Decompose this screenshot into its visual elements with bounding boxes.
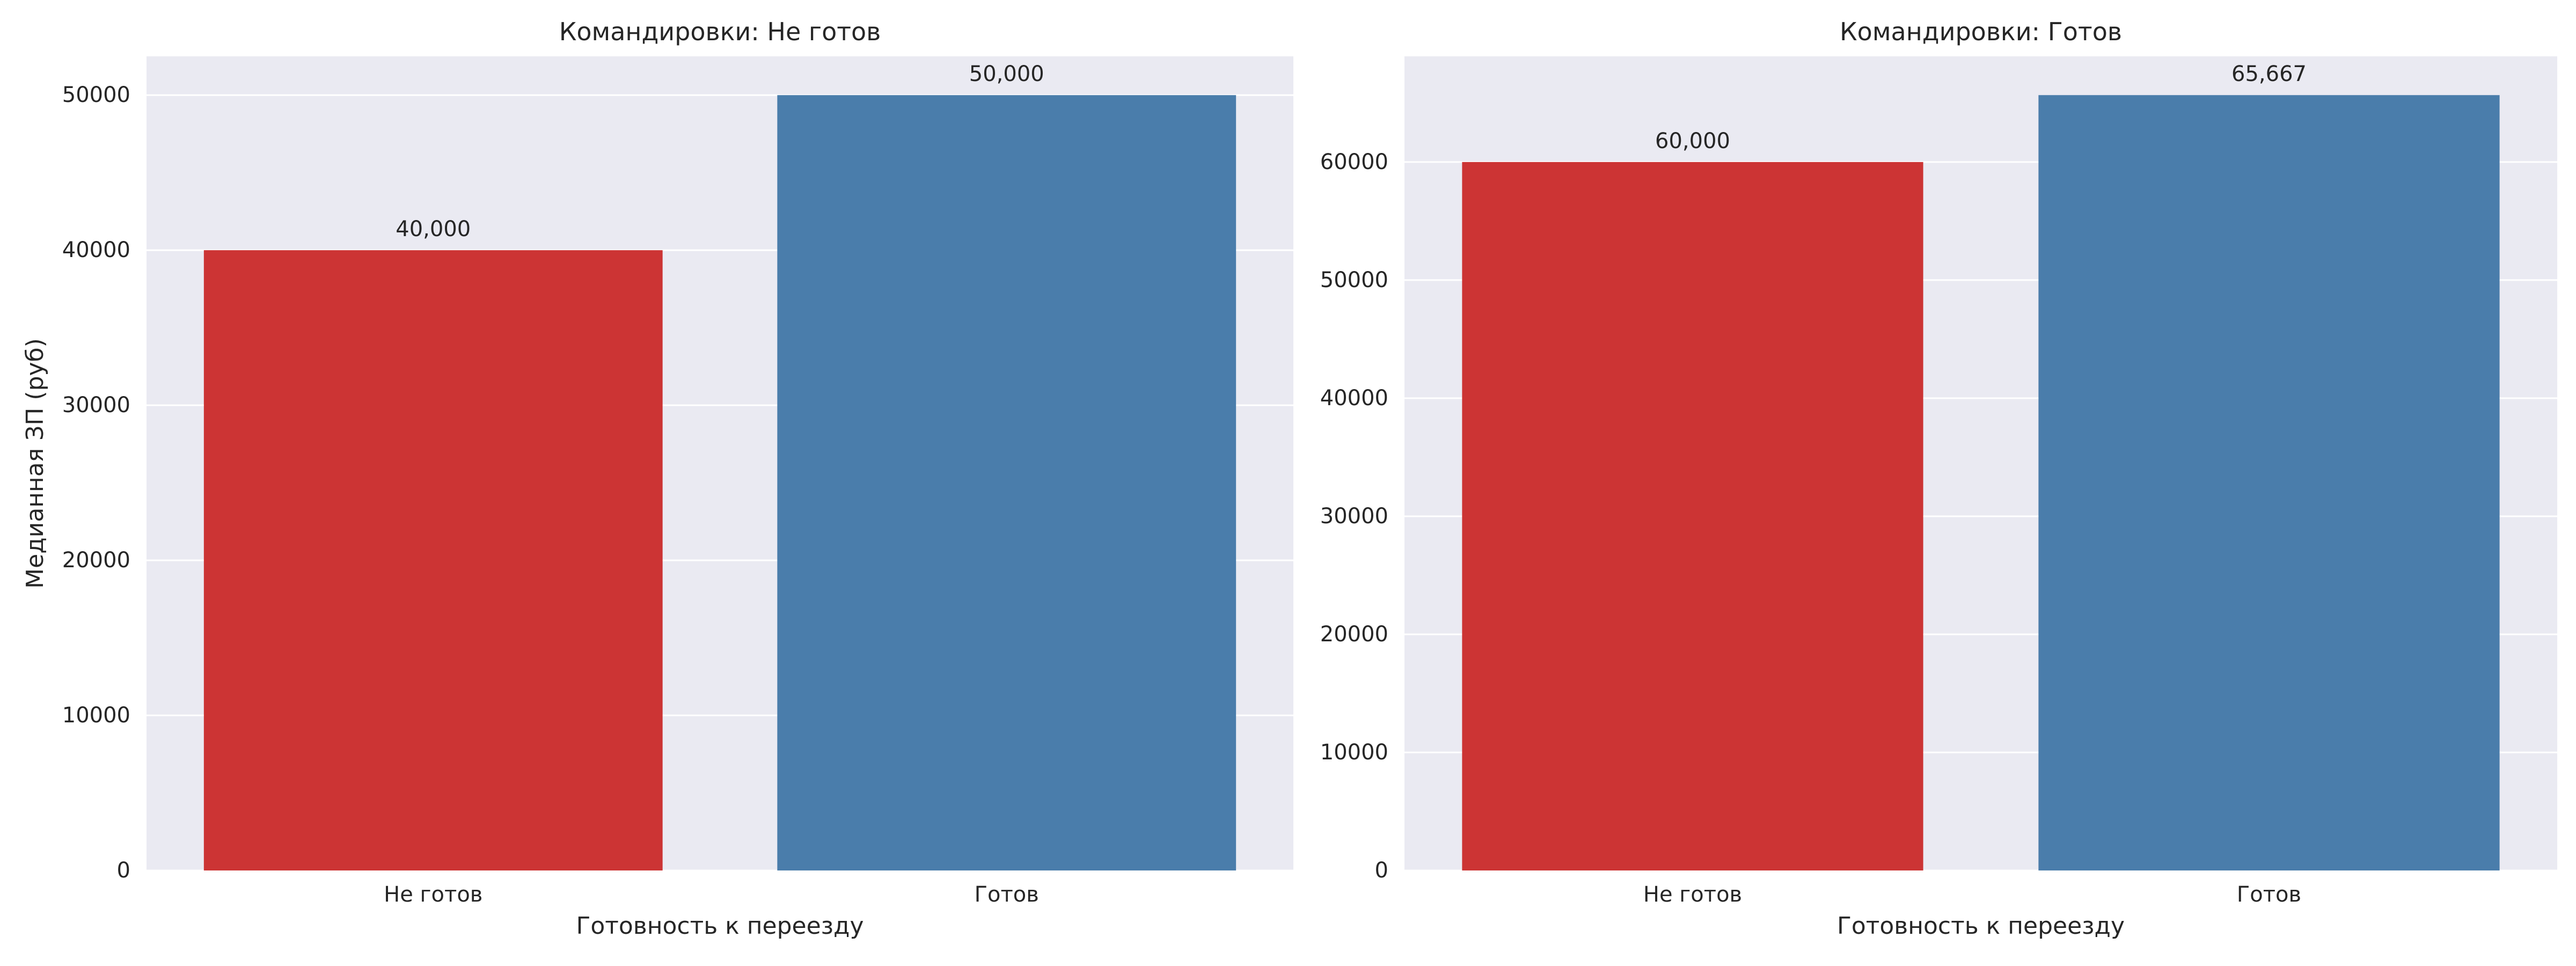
- x-tick-label: Не готов: [384, 882, 482, 907]
- y-tick-label: 40000: [62, 238, 130, 262]
- x-tick-label: Готов: [975, 882, 1039, 907]
- x-tick-label: Готов: [2237, 882, 2301, 907]
- bar-value-label: 40,000: [396, 217, 471, 241]
- bar-1: [203, 250, 663, 871]
- x-tick-labels: Не готов Готов: [384, 882, 1039, 907]
- y-tick-label: 10000: [1320, 740, 1388, 765]
- y-tick-label: 50000: [62, 83, 130, 107]
- bar-value-labels: 40,000 50,000: [396, 62, 1044, 241]
- x-tick-labels: Не готов Готов: [1643, 882, 2301, 907]
- bar-value-label: 60,000: [1655, 129, 1730, 153]
- y-tick-label: 30000: [1320, 504, 1388, 529]
- y-tick-label: 60000: [1320, 150, 1388, 174]
- bar-2: [777, 95, 1236, 871]
- x-axis-label: Готовность к переезду: [1837, 912, 2125, 940]
- x-tick-label: Не готов: [1643, 882, 1742, 907]
- y-tick-label: 0: [117, 858, 130, 883]
- y-tick-label: 0: [1375, 858, 1388, 883]
- y-tick-label: 20000: [62, 548, 130, 573]
- y-axis-label: Медианная ЗП (руб): [21, 338, 49, 589]
- bar-value-label: 65,667: [2231, 62, 2307, 86]
- y-tick-labels: 0 10000 20000 30000 40000 50000 60000: [1320, 150, 1388, 883]
- bars: [1462, 95, 2500, 871]
- x-axis-label: Готовность к переезду: [576, 912, 864, 940]
- bar-value-labels: 60,000 65,667: [1655, 62, 2307, 153]
- chart-title: Командировки: Не готов: [559, 17, 881, 46]
- y-tick-label: 30000: [62, 393, 130, 418]
- y-tick-label: 10000: [62, 703, 130, 728]
- chart-title: Командировки: Готов: [1840, 17, 2122, 46]
- bars: [203, 95, 1236, 871]
- y-tick-label: 20000: [1320, 622, 1388, 647]
- y-tick-label: 40000: [1320, 386, 1388, 411]
- y-tick-labels: 0 10000 20000 30000 40000 50000: [62, 83, 130, 883]
- subplot-ready-trips: 60,000 65,667 0 10000 20000 30000 40000 50000 6…: [1320, 17, 2557, 940]
- y-tick-label: 50000: [1320, 268, 1388, 292]
- bar-1: [1462, 162, 1923, 871]
- bar-value-label: 50,000: [969, 62, 1044, 86]
- bar-2: [2038, 95, 2500, 871]
